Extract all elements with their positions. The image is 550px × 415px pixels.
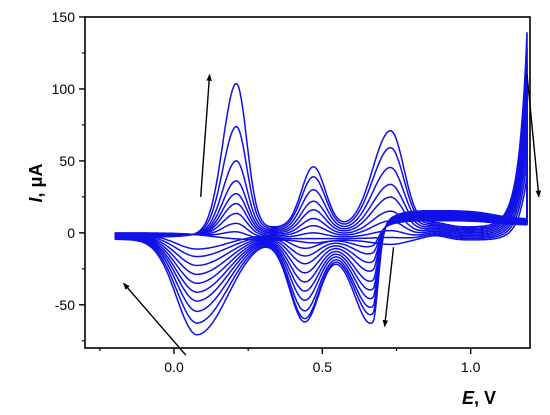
y-axis-ticks: -50 0 50 100 150 <box>52 9 85 342</box>
plot-frame <box>84 16 531 349</box>
y-tick-label: 150 <box>52 9 76 25</box>
cv-cycle-curve <box>114 142 528 267</box>
x-axis-symbol: E <box>462 388 475 408</box>
x-axis-title: E, V <box>462 388 496 408</box>
y-axis-unit: , μA <box>26 163 46 197</box>
y-axis-symbol: I <box>26 197 46 203</box>
scan-direction-arrow <box>382 247 395 328</box>
scan-direction-arrow <box>123 282 187 356</box>
cv-cycle-curve <box>114 95 528 293</box>
y-tick-label: 50 <box>59 153 75 169</box>
scan-direction-arrow <box>200 73 212 197</box>
x-tick-label: 0.5 <box>313 359 333 375</box>
plot-arrows <box>123 73 542 356</box>
x-axis-unit: , V <box>474 388 496 408</box>
y-axis-title: I, μA <box>26 163 46 202</box>
plot-curves <box>114 32 528 336</box>
x-tick-label: 1.0 <box>461 359 481 375</box>
y-tick-label: -50 <box>55 297 75 313</box>
cv-cycle-curve <box>114 79 528 302</box>
y-tick-label: 100 <box>52 81 76 97</box>
x-axis-ticks: 0.0 0.5 1.0 <box>99 348 481 375</box>
y-tick-label: 0 <box>67 225 75 241</box>
cv-cycle-curve <box>114 32 528 336</box>
scan-direction-arrow <box>526 74 542 198</box>
x-tick-label: 0.0 <box>164 359 184 375</box>
